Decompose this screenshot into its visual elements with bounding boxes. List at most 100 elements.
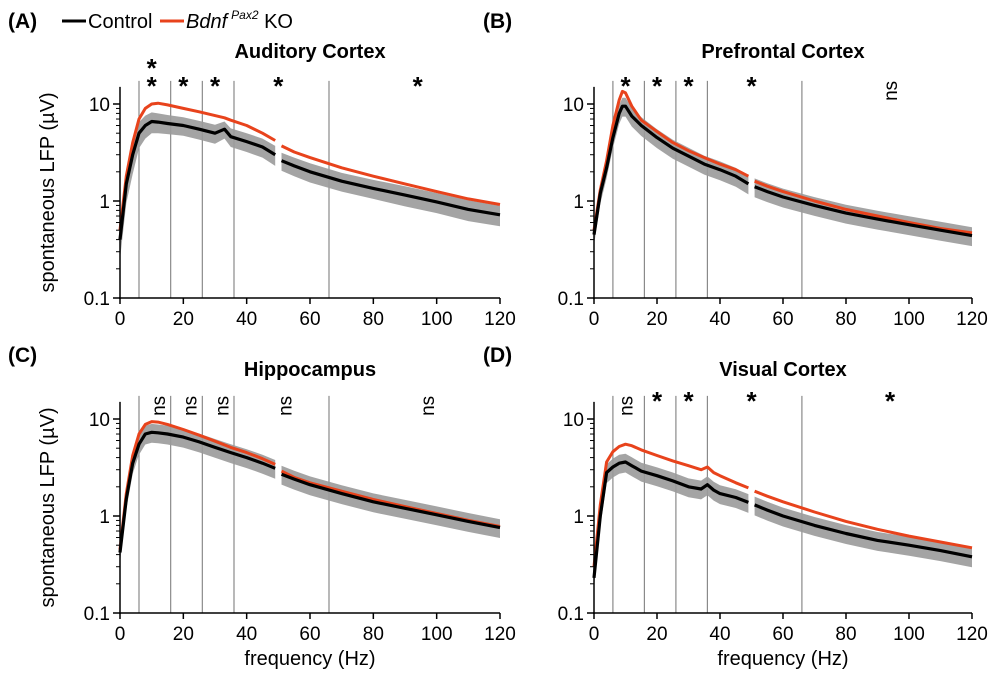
x-axis-label: frequency (Hz)	[717, 648, 848, 670]
ko-series-line	[592, 442, 749, 567]
significance-ns: ns	[418, 396, 439, 416]
significance-ns: ns	[881, 81, 902, 101]
control-sem-band	[754, 496, 972, 568]
significance-star: *	[652, 71, 663, 101]
y-tick-label: 10	[89, 95, 110, 116]
significance-star: *	[210, 71, 221, 101]
significance-star: *	[683, 71, 694, 101]
control-sem-band	[120, 112, 276, 260]
y-tick-label: 1	[573, 507, 584, 528]
significance-star: *	[147, 71, 158, 101]
y-tick-label: 0.1	[84, 604, 110, 625]
legend-ko-gene: Bdnf	[186, 11, 230, 33]
x-tick-label: 100	[893, 624, 925, 645]
control-series-line	[592, 104, 750, 235]
significance-star: *	[178, 71, 189, 101]
legend-ko-suffix: KO	[259, 11, 293, 33]
x-tick-label: 0	[589, 309, 600, 330]
y-tick-label: 10	[89, 410, 110, 431]
x-tick-label: 60	[772, 624, 793, 645]
y-tick-label: 10	[563, 410, 584, 431]
significance-ns: ns	[212, 396, 233, 416]
x-tick-label: 80	[363, 624, 384, 645]
legend-ko-label: Bdnf Pax2 KO	[186, 8, 293, 33]
legend-control-label: Control	[88, 11, 152, 33]
control-sem-band	[120, 423, 276, 563]
significance-star: *	[652, 386, 663, 416]
x-axis-label: frequency (Hz)	[244, 648, 375, 670]
control-series-line	[754, 185, 973, 238]
significance-ns: ns	[276, 396, 297, 416]
x-tick-label: 0	[115, 309, 126, 330]
significance-star: *	[147, 53, 158, 83]
x-tick-label: 120	[484, 309, 516, 330]
ko-series-line	[592, 89, 750, 231]
significance-ns: ns	[181, 396, 202, 416]
x-tick-label: 80	[363, 309, 384, 330]
x-tick-label: 20	[646, 309, 667, 330]
x-tick-label: 20	[173, 624, 194, 645]
significance-star: *	[620, 71, 631, 101]
panel-label: (B)	[483, 10, 512, 33]
control-series-line	[280, 159, 501, 217]
x-tick-label: 120	[956, 624, 988, 645]
x-tick-label: 120	[484, 624, 516, 645]
x-tick-label: 40	[236, 309, 257, 330]
significance-star: *	[746, 386, 757, 416]
y-axis-label: spontaneous LFP (µV)	[37, 407, 59, 607]
y-tick-label: 1	[573, 192, 584, 213]
x-tick-label: 100	[421, 624, 453, 645]
y-tick-label: 10	[563, 95, 584, 116]
x-tick-label: 60	[299, 624, 320, 645]
x-tick-label: 40	[709, 624, 730, 645]
control-sem-band	[281, 152, 500, 227]
y-axis-label: spontaneous LFP (µV)	[37, 92, 59, 292]
ko-series-line	[754, 489, 973, 550]
panel-label: (A)	[8, 10, 37, 33]
panel-label: (D)	[483, 344, 512, 367]
ko-series-line	[754, 179, 973, 235]
panels: (A)Auditory Cortex** * * * *0 20 40 60 80 100 1200…	[8, 10, 988, 670]
ko-series-line	[280, 144, 501, 206]
control-sem-band	[594, 97, 749, 246]
ko-series-line	[118, 101, 276, 231]
x-tick-label: 40	[236, 624, 257, 645]
panel-d: (D) Visual Cortex ns * * * * 0 20 40 60 80 100 120 0.1…	[483, 344, 988, 670]
control-sem-band	[594, 453, 749, 589]
y-tick-label: 1	[99, 192, 110, 213]
significance-star: *	[683, 386, 694, 416]
legend: Control Bdnf Pax2 KO	[62, 8, 293, 33]
control-series-line	[118, 430, 276, 553]
panel-title: Hippocampus	[244, 359, 376, 381]
x-tick-label: 40	[709, 309, 730, 330]
x-tick-label: 60	[299, 309, 320, 330]
x-tick-label: 100	[421, 309, 453, 330]
panel-a: (A)Auditory Cortex** * * * *0 20 40 60 80 100 1200…	[8, 10, 516, 330]
significance-ns: ns	[617, 396, 638, 416]
y-tick-label: 0.1	[558, 604, 584, 625]
x-tick-label: 100	[893, 309, 925, 330]
significance-ns: ns	[149, 396, 170, 416]
x-tick-label: 0	[115, 624, 126, 645]
significance-star: *	[746, 71, 757, 101]
y-tick-label: 0.1	[84, 289, 110, 310]
panel-title: Prefrontal Cortex	[701, 41, 864, 63]
control-series-line	[592, 460, 749, 579]
y-tick-label: 0.1	[558, 289, 584, 310]
control-series-line	[118, 119, 277, 240]
x-tick-label: 60	[772, 309, 793, 330]
panel-title: Visual Cortex	[719, 359, 846, 381]
legend-ko-superscript: Pax2	[231, 8, 259, 22]
x-tick-label: 0	[589, 624, 600, 645]
x-tick-label: 20	[646, 624, 667, 645]
significance-star: *	[885, 386, 896, 416]
x-tick-label: 80	[835, 309, 856, 330]
x-tick-label: 120	[956, 309, 988, 330]
y-tick-label: 1	[99, 507, 110, 528]
significance-star: *	[413, 71, 424, 101]
x-tick-label: 80	[835, 624, 856, 645]
ko-series-line	[118, 420, 276, 550]
panel-title: Auditory Cortex	[234, 41, 385, 63]
